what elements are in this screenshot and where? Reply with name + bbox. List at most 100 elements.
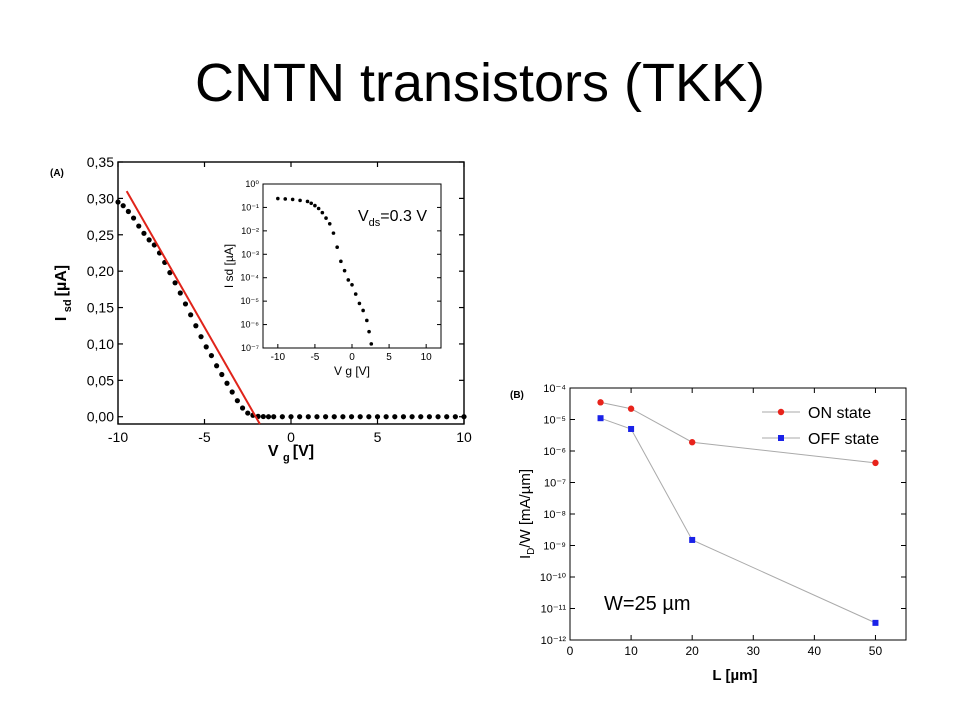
inset-x-axis-label: V g [V] — [334, 364, 370, 378]
chart-annotation: W=25 µm — [604, 593, 691, 615]
y-axis-label: ID/W [mA/µm] — [517, 469, 537, 559]
inset-data-point — [367, 329, 371, 334]
panel-label: (A) — [50, 168, 64, 179]
data-point — [435, 414, 441, 420]
x-tick-label: 50 — [869, 644, 883, 658]
data-point — [452, 414, 458, 420]
y-tick-label: 0,15 — [87, 300, 114, 316]
data-point — [260, 413, 266, 420]
y-tick-label: 10⁻¹¹ — [541, 604, 567, 616]
data-point — [418, 414, 424, 420]
inset-y-tick-label: 10⁻⁷ — [241, 343, 259, 353]
inset-data-point — [283, 197, 288, 201]
inset-data-point — [350, 282, 354, 287]
data-point — [125, 208, 131, 215]
data-point — [297, 414, 303, 420]
data-point-on — [597, 399, 604, 406]
inset-data-point — [361, 308, 365, 313]
inset-y-tick-label: 10⁻⁵ — [241, 296, 260, 306]
x-tick-label: 5 — [374, 429, 382, 445]
y-tick-label: 0,25 — [87, 227, 114, 243]
y-tick-label: 10⁻⁶ — [543, 446, 566, 458]
inset-data-point — [320, 210, 325, 215]
data-point — [314, 414, 320, 420]
inset-y-tick-label: 10⁻³ — [241, 249, 259, 259]
data-point — [245, 410, 251, 416]
chart-b-svg: (B) 10⁻⁴ 10⁻⁵ 10⁻⁶ 10⁻⁷ 10⁻⁸ 10⁻⁹ 10⁻¹⁰ 10⁻¹¹ 10⁻… — [496, 370, 932, 696]
inset-data-point — [276, 196, 280, 201]
inset-annotation: Vds=0.3 V — [358, 208, 427, 229]
y-tick-label: 0,35 — [87, 154, 114, 170]
data-point — [279, 414, 285, 420]
data-point — [323, 414, 329, 420]
data-point — [198, 334, 204, 340]
inset-data-point — [324, 216, 328, 220]
data-point — [115, 199, 121, 205]
data-point-off — [628, 425, 635, 432]
data-point — [271, 414, 277, 420]
series-line-on — [600, 401, 876, 464]
inset-y-tick-label: 10⁻² — [241, 226, 259, 236]
data-point — [193, 323, 199, 329]
data-point — [234, 398, 240, 404]
data-point — [130, 215, 137, 221]
data-point — [331, 414, 337, 420]
data-point — [374, 414, 381, 420]
y-tick-label: 10⁻⁸ — [543, 509, 566, 521]
legend-label: OFF state — [808, 431, 879, 448]
data-point — [182, 301, 189, 307]
data-point — [392, 414, 398, 420]
y-tick-label: 10⁻¹⁰ — [540, 572, 567, 584]
x-tick-label: 40 — [808, 644, 822, 658]
data-point-on — [627, 405, 635, 412]
inset-data-point — [339, 259, 343, 264]
inset-data-point — [290, 197, 295, 202]
chart-panel-b: (B) 10⁻⁴ 10⁻⁵ 10⁻⁶ 10⁻⁷ 10⁻⁸ 10⁻⁹ 10⁻¹⁰ 10⁻¹¹ 10⁻… — [496, 370, 932, 696]
y-tick-label: 10⁻⁷ — [544, 478, 566, 490]
chart-panel-a: (A) 0,00 0,05 0,10 0,15 0,20 0,25 0,30 0,35 -10 -5… — [36, 143, 492, 471]
y-tick-label: 0,30 — [87, 190, 114, 206]
data-point — [177, 290, 183, 296]
inset-data-point — [313, 203, 317, 208]
inset-frame — [262, 183, 442, 349]
data-point — [239, 405, 246, 411]
series-line-off — [600, 417, 876, 624]
inset-x-tick-label: -10 — [271, 352, 286, 363]
inset-data-point — [369, 342, 374, 346]
legend-marker-off — [778, 435, 784, 441]
data-point-off — [872, 619, 879, 626]
data-point — [340, 414, 346, 420]
y-tick-label: 10⁻⁹ — [543, 541, 566, 553]
x-tick-label: 0 — [287, 429, 295, 445]
data-point — [172, 280, 178, 286]
inset-x-tick-label: 10 — [421, 352, 433, 363]
y-tick-label: 10⁻¹² — [541, 635, 567, 647]
data-point — [208, 352, 215, 359]
x-tick-label: 30 — [747, 644, 761, 658]
data-point — [224, 380, 230, 386]
y-tick-label: 0,00 — [87, 409, 114, 425]
chart-a-svg: (A) 0,00 0,05 0,10 0,15 0,20 0,25 0,30 0,35 -10 -5… — [36, 143, 492, 471]
inset-data-point — [357, 301, 362, 306]
inset-data-point — [331, 231, 336, 235]
y-tick-label: 10⁻⁴ — [543, 383, 566, 395]
panel-label: (B) — [510, 390, 524, 401]
data-point — [409, 414, 415, 420]
data-point — [229, 389, 235, 395]
y-axis-label: I sd [µA] — [53, 265, 74, 321]
data-point-on — [688, 439, 696, 446]
y-tick-label: 0,20 — [87, 263, 114, 279]
fit-line — [125, 190, 261, 425]
inset-y-tick-label: 10⁻¹ — [241, 202, 259, 212]
y-tick-label: 0,05 — [87, 372, 114, 388]
inset-data-point — [298, 198, 302, 203]
y-tick-label: 0,10 — [87, 336, 114, 352]
x-tick-label: 0 — [567, 644, 574, 658]
x-axis-label: L [µm] — [712, 667, 757, 684]
inset-data-point — [342, 268, 347, 273]
data-point-off — [597, 415, 604, 422]
x-tick-label: -10 — [108, 429, 128, 445]
data-point — [203, 344, 209, 350]
data-point — [219, 371, 225, 378]
inset-data-point — [305, 199, 310, 204]
